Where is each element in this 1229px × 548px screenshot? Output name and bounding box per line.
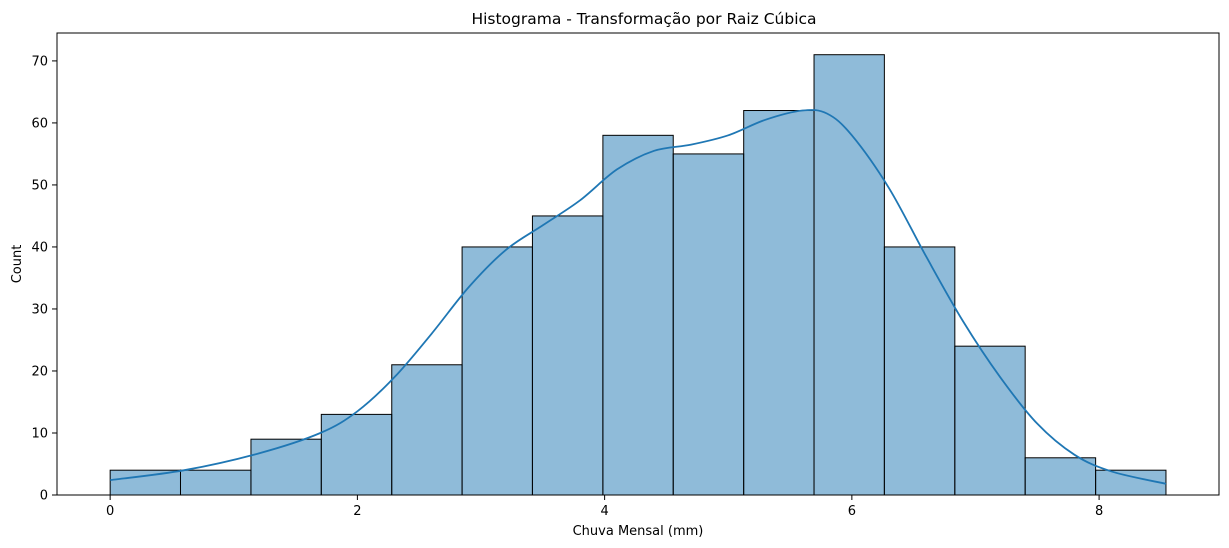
y-tick-label: 50 bbox=[31, 178, 48, 193]
axes-frame bbox=[56, 32, 1220, 496]
y-axis-label: Count bbox=[10, 245, 25, 284]
histogram-bar bbox=[531, 215, 604, 496]
histogram-bar bbox=[1095, 469, 1167, 496]
axes-layer: 0 2 4 6 8 0 10 20 30 40 50 60 70 bbox=[31, 32, 1220, 519]
histogram-bar bbox=[320, 413, 393, 496]
y-tick-label: 70 bbox=[31, 54, 48, 69]
y-tick-label: 40 bbox=[31, 240, 48, 255]
x-axis-label: Chuva Mensal (mm) bbox=[573, 524, 704, 539]
y-tick-label: 0 bbox=[40, 489, 48, 504]
histogram-bar bbox=[672, 153, 745, 496]
bars-layer bbox=[109, 54, 1167, 496]
y-tick-label: 20 bbox=[31, 364, 48, 379]
histogram-bar bbox=[461, 246, 533, 496]
y-tick-label: 60 bbox=[31, 116, 48, 131]
histogram-bar bbox=[250, 438, 322, 496]
x-tick-label: 4 bbox=[600, 504, 608, 519]
kde-line bbox=[110, 109, 1167, 485]
x-tick-label: 0 bbox=[106, 504, 114, 519]
histogram-bar bbox=[954, 345, 1026, 496]
x-tick-label: 2 bbox=[353, 504, 361, 519]
histogram-bar bbox=[179, 469, 252, 496]
histogram-bar bbox=[109, 469, 181, 496]
histogram-bar bbox=[1024, 457, 1097, 496]
chart-title: Histograma - Transformação por Raiz Cúbi… bbox=[471, 10, 816, 28]
y-tick-label: 10 bbox=[31, 426, 48, 441]
x-tick-label: 8 bbox=[1095, 504, 1103, 519]
histogram-bar bbox=[391, 364, 463, 496]
y-tick-label: 30 bbox=[31, 302, 48, 317]
kde-layer bbox=[110, 109, 1167, 485]
histogram-bar bbox=[743, 110, 815, 496]
histogram-bar bbox=[813, 54, 885, 496]
histogram-bar bbox=[602, 134, 674, 496]
histogram-bar bbox=[883, 246, 956, 496]
x-tick-label: 6 bbox=[848, 504, 856, 519]
